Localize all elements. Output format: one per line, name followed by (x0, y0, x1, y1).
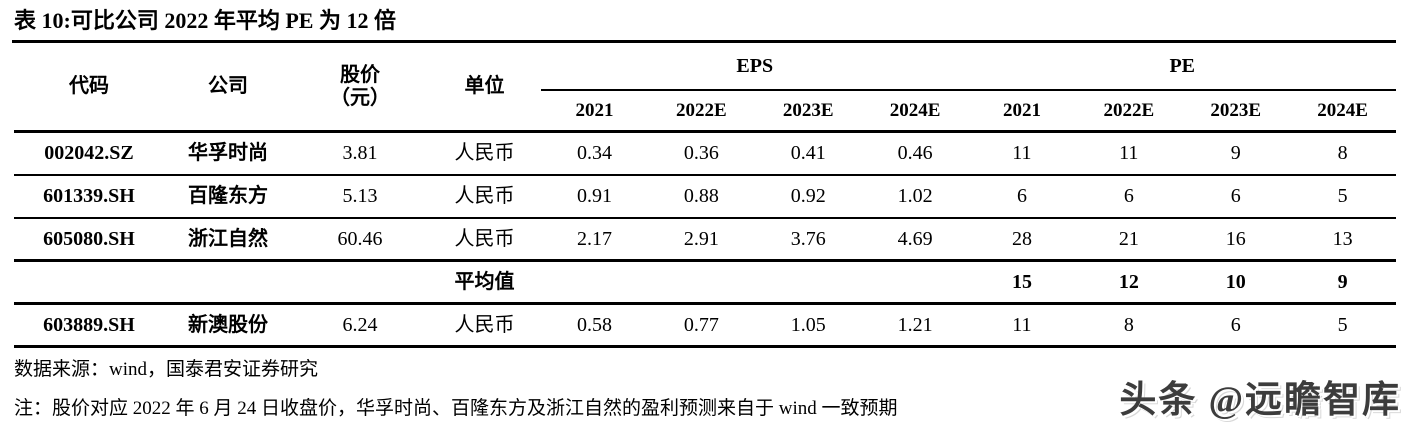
stock-price: 5.13 (342, 185, 378, 207)
pe-value: 28 (1011, 227, 1032, 250)
empty-cell (292, 262, 428, 302)
average-pe-value: 9 (1337, 270, 1348, 293)
pe-value: 13 (1332, 227, 1353, 250)
company-name: 华孚时尚 (188, 142, 268, 164)
pe-value: 8 (1123, 313, 1134, 336)
stock-price: 3.81 (342, 142, 378, 164)
pe-value: 6 (1230, 185, 1241, 207)
average-pe-value: 10 (1225, 270, 1246, 293)
eps-value: 0.41 (790, 142, 826, 164)
price-header-line2: （元） (330, 86, 390, 109)
stock-code: 605080.SH (43, 227, 135, 250)
stock-code: 603889.SH (43, 313, 135, 336)
empty-cell (14, 262, 164, 302)
eps-year-2021: 2021 (575, 99, 614, 121)
stock-price: 6.24 (342, 313, 378, 336)
pe-comparison-table: 代码 公司 股价 （元） 单位 EPS PE 2021 2022E 2023E … (14, 43, 1396, 348)
pe-value: 6 (1230, 313, 1241, 336)
eps-value: 1.21 (897, 313, 933, 336)
column-header-company: 公司 (208, 75, 248, 97)
currency-unit: 人民币 (454, 313, 515, 336)
eps-value: 1.02 (897, 185, 933, 207)
table-title: 表 10:可比公司 2022 年平均 PE 为 12 倍 (12, 0, 1396, 43)
currency-unit: 人民币 (454, 185, 515, 207)
pe-value: 16 (1225, 227, 1246, 250)
currency-unit: 人民币 (454, 142, 515, 164)
data-source-line: 数据来源：wind，国泰君安证券研究 (14, 359, 319, 380)
eps-value: 2.17 (576, 227, 612, 250)
eps-value: 0.92 (790, 185, 826, 207)
company-name: 新澳股份 (188, 313, 268, 336)
stock-price: 60.46 (337, 227, 383, 250)
pe-value: 6 (1016, 185, 1027, 207)
empty-cell (541, 262, 648, 302)
empty-cell (755, 262, 862, 302)
empty-cell (164, 262, 292, 302)
eps-value: 2.91 (683, 227, 719, 250)
eps-year-2023e: 2023E (782, 99, 834, 121)
eps-value: 1.05 (790, 313, 826, 336)
pe-year-2021: 2021 (1002, 99, 1041, 121)
pe-value: 11 (1119, 142, 1139, 164)
table-row: 002042.SZ 华孚时尚 3.81 人民币 0.34 0.36 0.41 0… (14, 133, 1396, 176)
company-name: 浙江自然 (188, 227, 268, 250)
eps-year-2024e: 2024E (889, 99, 941, 121)
column-header-code: 代码 (69, 75, 109, 97)
eps-value: 0.58 (576, 313, 612, 336)
company-name: 百隆东方 (188, 185, 268, 207)
empty-cell (648, 262, 755, 302)
eps-value: 0.77 (683, 313, 719, 336)
pe-value: 11 (1012, 313, 1032, 336)
stock-code: 002042.SZ (44, 142, 134, 164)
eps-year-2022e: 2022E (675, 99, 727, 121)
pe-value: 11 (1012, 142, 1032, 164)
eps-value: 3.76 (790, 227, 826, 250)
pe-year-2023e: 2023E (1210, 99, 1262, 121)
average-label: 平均值 (454, 270, 515, 293)
pe-year-2022e: 2022E (1103, 99, 1155, 121)
stock-code: 601339.SH (43, 185, 135, 207)
empty-cell (862, 262, 969, 302)
average-pe-value: 15 (1011, 270, 1032, 293)
average-row: 平均值 15 12 10 9 (14, 262, 1396, 305)
pe-value: 21 (1118, 227, 1139, 250)
eps-value: 0.91 (576, 185, 612, 207)
pe-value: 6 (1123, 185, 1134, 207)
note-line: 注：股价对应 2022 年 6 月 24 日收盘价，华孚时尚、百隆东方及浙江自然… (14, 398, 898, 419)
pe-group-header: PE (968, 43, 1396, 91)
currency-unit: 人民币 (454, 227, 515, 250)
eps-value: 4.69 (897, 227, 933, 250)
table-header: 代码 公司 股价 （元） 单位 EPS PE 2021 2022E 2023E … (14, 43, 1396, 133)
eps-value: 0.36 (683, 142, 719, 164)
eps-group-header: EPS (541, 43, 969, 91)
column-header-price: 股价 （元） (292, 43, 428, 130)
watermark-toutiao-yuanzhan: 头条 @远瞻智库 (1119, 380, 1401, 421)
table-row: 605080.SH 浙江自然 60.46 人民币 2.17 2.91 3.76 … (14, 219, 1396, 262)
eps-value: 0.34 (576, 142, 612, 164)
pe-value: 5 (1337, 185, 1348, 207)
pe-value: 5 (1337, 313, 1348, 336)
eps-value: 0.88 (683, 185, 719, 207)
eps-value: 0.46 (897, 142, 933, 164)
average-pe-value: 12 (1118, 270, 1139, 293)
table-row: 603889.SH 新澳股份 6.24 人民币 0.58 0.77 1.05 1… (14, 305, 1396, 348)
price-header-line1: 股价 (340, 63, 380, 86)
column-header-unit: 单位 (464, 75, 505, 97)
pe-value: 8 (1337, 142, 1348, 164)
pe-value: 9 (1230, 142, 1241, 164)
pe-year-2024e: 2024E (1317, 99, 1368, 121)
table-row: 601339.SH 百隆东方 5.13 人民币 0.91 0.88 0.92 1… (14, 176, 1396, 219)
